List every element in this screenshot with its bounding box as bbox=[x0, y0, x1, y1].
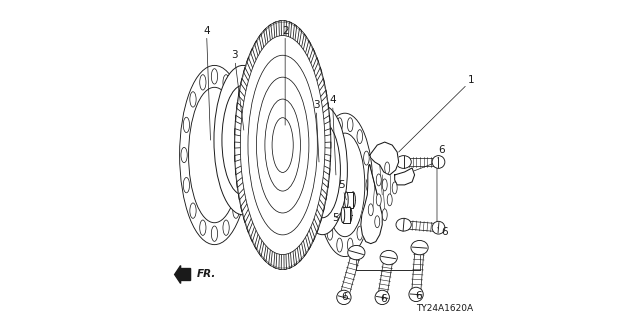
Ellipse shape bbox=[392, 182, 397, 194]
Ellipse shape bbox=[382, 209, 387, 221]
Ellipse shape bbox=[233, 92, 239, 107]
Ellipse shape bbox=[223, 220, 229, 235]
Text: 6: 6 bbox=[438, 145, 445, 158]
Text: 4: 4 bbox=[203, 26, 211, 140]
Ellipse shape bbox=[327, 130, 333, 144]
Ellipse shape bbox=[181, 147, 188, 163]
Text: 4: 4 bbox=[329, 95, 336, 175]
Ellipse shape bbox=[214, 65, 272, 215]
Ellipse shape bbox=[375, 290, 389, 305]
Ellipse shape bbox=[239, 117, 246, 132]
Polygon shape bbox=[370, 142, 399, 175]
Ellipse shape bbox=[364, 205, 369, 219]
Ellipse shape bbox=[211, 69, 218, 84]
Ellipse shape bbox=[189, 87, 241, 223]
Text: 3: 3 bbox=[313, 100, 319, 162]
Ellipse shape bbox=[351, 192, 355, 208]
Text: FR.: FR. bbox=[197, 268, 216, 278]
Ellipse shape bbox=[364, 151, 369, 165]
Ellipse shape bbox=[376, 174, 381, 186]
Ellipse shape bbox=[409, 287, 423, 301]
Ellipse shape bbox=[382, 179, 387, 191]
Ellipse shape bbox=[375, 216, 380, 228]
FancyBboxPatch shape bbox=[343, 207, 349, 223]
Ellipse shape bbox=[180, 65, 250, 244]
Text: 3: 3 bbox=[231, 51, 244, 130]
Text: 2: 2 bbox=[282, 26, 289, 125]
Ellipse shape bbox=[321, 151, 326, 165]
Text: 6: 6 bbox=[380, 294, 387, 304]
Ellipse shape bbox=[239, 178, 246, 193]
Ellipse shape bbox=[318, 178, 324, 192]
Ellipse shape bbox=[337, 118, 342, 132]
Ellipse shape bbox=[348, 245, 365, 260]
Text: 6: 6 bbox=[415, 292, 421, 301]
Ellipse shape bbox=[183, 117, 189, 132]
FancyBboxPatch shape bbox=[346, 192, 353, 208]
Polygon shape bbox=[361, 165, 382, 244]
Ellipse shape bbox=[321, 205, 326, 219]
Ellipse shape bbox=[348, 118, 353, 132]
Ellipse shape bbox=[305, 122, 340, 218]
Ellipse shape bbox=[183, 178, 189, 193]
Ellipse shape bbox=[222, 85, 264, 195]
Ellipse shape bbox=[376, 194, 381, 206]
Ellipse shape bbox=[396, 156, 412, 168]
Text: 1: 1 bbox=[399, 75, 475, 152]
Text: 5: 5 bbox=[333, 213, 341, 223]
Ellipse shape bbox=[396, 218, 412, 231]
Text: 5: 5 bbox=[338, 180, 346, 200]
Ellipse shape bbox=[411, 240, 428, 255]
Polygon shape bbox=[395, 168, 415, 185]
Ellipse shape bbox=[317, 113, 372, 257]
Ellipse shape bbox=[344, 192, 348, 208]
Ellipse shape bbox=[233, 203, 239, 218]
Ellipse shape bbox=[298, 105, 348, 235]
Ellipse shape bbox=[432, 156, 445, 168]
Ellipse shape bbox=[357, 130, 363, 144]
Ellipse shape bbox=[337, 238, 342, 252]
FancyArrow shape bbox=[175, 266, 191, 284]
Text: 6: 6 bbox=[438, 227, 448, 237]
Ellipse shape bbox=[341, 207, 345, 223]
Ellipse shape bbox=[190, 92, 196, 107]
Text: TY24A1620A: TY24A1620A bbox=[416, 304, 473, 313]
Ellipse shape bbox=[357, 226, 363, 240]
Ellipse shape bbox=[327, 226, 333, 240]
Ellipse shape bbox=[211, 226, 218, 241]
Ellipse shape bbox=[223, 75, 229, 90]
Ellipse shape bbox=[337, 290, 351, 305]
Ellipse shape bbox=[190, 203, 196, 218]
Ellipse shape bbox=[241, 36, 325, 255]
Ellipse shape bbox=[380, 251, 397, 265]
Ellipse shape bbox=[200, 75, 206, 90]
Ellipse shape bbox=[432, 221, 445, 234]
Ellipse shape bbox=[366, 178, 372, 192]
Ellipse shape bbox=[368, 204, 373, 216]
Ellipse shape bbox=[387, 194, 392, 206]
Ellipse shape bbox=[200, 220, 206, 235]
Ellipse shape bbox=[385, 162, 390, 174]
Ellipse shape bbox=[234, 20, 331, 269]
Ellipse shape bbox=[242, 147, 248, 163]
Text: 6: 6 bbox=[342, 292, 348, 302]
Ellipse shape bbox=[325, 133, 365, 237]
Ellipse shape bbox=[348, 207, 352, 223]
Ellipse shape bbox=[348, 238, 353, 252]
